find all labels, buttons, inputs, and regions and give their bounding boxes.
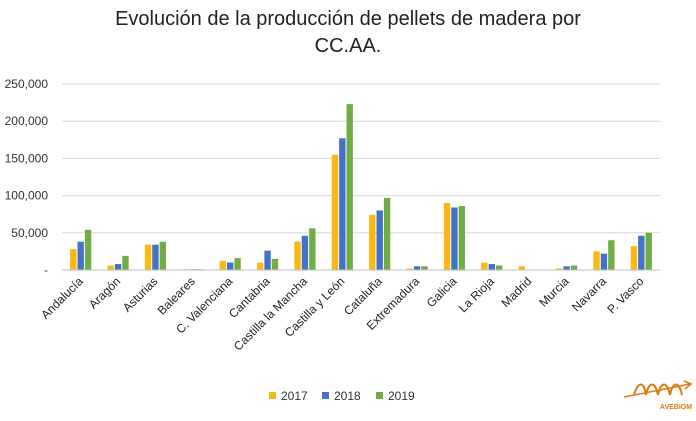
y-tick-label: 200,000 bbox=[5, 114, 49, 128]
bar-2017-12 bbox=[481, 262, 488, 270]
bar-2017-7 bbox=[294, 241, 301, 270]
bar-2017-2 bbox=[107, 265, 114, 270]
bar-2017-1 bbox=[70, 249, 77, 270]
bar-2017-16 bbox=[630, 246, 638, 270]
bar-2019-7 bbox=[309, 228, 316, 270]
bar-2019-6 bbox=[271, 258, 279, 270]
bar-2019-16 bbox=[645, 232, 652, 270]
bars bbox=[70, 104, 652, 270]
bar-2017-9 bbox=[369, 214, 376, 270]
category-label: P. Vasco bbox=[604, 274, 646, 316]
y-tick-label: 50,000 bbox=[11, 226, 48, 240]
legend: 2017 2018 2019 bbox=[269, 389, 415, 403]
y-tick-label: 100,000 bbox=[5, 189, 49, 203]
chart-title: Evolución de la producción de pellets de… bbox=[0, 6, 696, 60]
y-axis-tick-labels: - 50,000 100,000 150,000 200,000 250,000 bbox=[5, 77, 49, 277]
bar-2019-9 bbox=[383, 197, 391, 270]
bar-2019-10 bbox=[421, 266, 428, 270]
bar-2019-3 bbox=[159, 241, 167, 270]
bar-2019-12 bbox=[496, 265, 503, 270]
bar-2018-15 bbox=[600, 253, 608, 270]
category-label: Murcia bbox=[536, 274, 572, 310]
bar-2019-15 bbox=[608, 240, 615, 270]
bar-2017-5 bbox=[219, 261, 226, 270]
bar-2019-8 bbox=[346, 104, 353, 270]
category-label: Navarra bbox=[569, 274, 609, 314]
avebiom-logo: AVEBIOM bbox=[623, 380, 693, 411]
bar-2018-6 bbox=[264, 250, 271, 270]
chart-title-line-1: Evolución de la producción de pellets de… bbox=[115, 8, 581, 30]
bar-2019-1 bbox=[84, 229, 92, 270]
bar-2018-16 bbox=[638, 235, 645, 270]
bar-2017-10 bbox=[406, 268, 413, 270]
y-tick-label: 150,000 bbox=[5, 151, 49, 165]
legend-label-2019: 2019 bbox=[388, 389, 415, 403]
logo-text: AVEBIOM bbox=[660, 404, 692, 411]
logo-swirl-icon bbox=[633, 383, 683, 396]
legend-label-2018: 2018 bbox=[334, 389, 361, 403]
bar-2018-12 bbox=[488, 264, 496, 270]
category-label: Galicia bbox=[424, 274, 460, 310]
y-tick-label: 250,000 bbox=[5, 77, 49, 91]
bar-2019-5 bbox=[234, 258, 241, 270]
bar-2018-14 bbox=[563, 266, 570, 270]
bar-2019-11 bbox=[458, 206, 466, 270]
bar-2017-15 bbox=[593, 251, 600, 270]
category-label: Andalucía bbox=[38, 274, 86, 322]
category-label: Aragón bbox=[86, 274, 123, 311]
bar-2017-6 bbox=[256, 262, 264, 270]
legend-swatch-2018 bbox=[322, 392, 329, 399]
bar-2017-11 bbox=[443, 203, 451, 270]
bar-2018-7 bbox=[301, 235, 309, 270]
bar-2017-14 bbox=[555, 268, 563, 270]
bar-2018-10 bbox=[413, 266, 421, 270]
y-tick-label: - bbox=[44, 263, 48, 277]
bar-2018-1 bbox=[77, 241, 84, 270]
bar-2019-14 bbox=[570, 265, 578, 270]
bar-2018-9 bbox=[376, 210, 383, 270]
category-label: La Rioja bbox=[456, 274, 497, 315]
bar-2018-3 bbox=[152, 244, 159, 270]
bar-2019-2 bbox=[122, 255, 129, 270]
bar-2017-13 bbox=[518, 266, 525, 270]
bar-2018-8 bbox=[339, 138, 346, 270]
chart-title-line-2: CC.AA. bbox=[314, 35, 382, 57]
bar-2018-5 bbox=[226, 262, 234, 270]
legend-swatch-2019 bbox=[376, 392, 383, 399]
bar-2018-11 bbox=[451, 207, 458, 270]
category-label: Madrid bbox=[498, 274, 534, 310]
logo-arrow-icon bbox=[623, 380, 693, 398]
bar-2017-3 bbox=[144, 244, 152, 270]
bar-2017-8 bbox=[331, 154, 339, 270]
legend-label-2017: 2017 bbox=[281, 389, 308, 403]
gridlines bbox=[62, 83, 660, 234]
bar-2018-2 bbox=[114, 264, 122, 270]
legend-swatch-2017 bbox=[269, 392, 276, 399]
